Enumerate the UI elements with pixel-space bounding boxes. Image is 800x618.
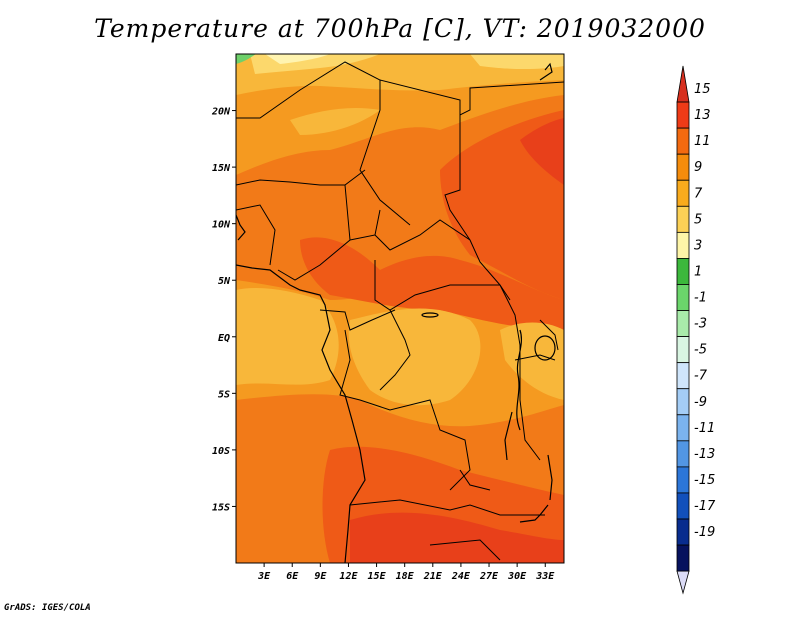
colorbar-label: -5: [694, 343, 707, 358]
lon-tick-label: 3E: [257, 571, 271, 582]
colorbar-swatch: [676, 544, 690, 572]
river-congo-mark: [421, 312, 439, 318]
lon-tick-label: 12E: [339, 571, 358, 582]
temperature-field: [236, 54, 564, 563]
cool-region-congo: [348, 308, 481, 406]
colorbar-label: 9: [694, 160, 702, 175]
map-title: Temperature at 700hPa [C], VT: 201903200…: [94, 14, 706, 43]
colorbar-label: -13: [694, 447, 715, 462]
lon-tick-label: 18E: [396, 571, 415, 582]
lon-tick-label: 27E: [479, 571, 499, 582]
lon-tick-label: 15E: [368, 571, 387, 582]
coastlines: [236, 62, 553, 563]
colorbar: 15 13 11 9 7 5 3 1 -1 -3 -5 -7 -9 -11 -13 -15 -17 -19: [676, 65, 716, 595]
colorbar-label: -19: [694, 525, 715, 540]
colorbar-swatch: [676, 310, 690, 338]
lat-tick-label: 15S: [212, 502, 230, 513]
colorbar-label: -15: [694, 473, 715, 488]
colorbar-label: 13: [694, 108, 711, 123]
colorbar-label: 3: [694, 238, 702, 253]
colorbar-lower-arrow: [676, 570, 690, 595]
longitude-axis: 3E 6E 9E 12E 15E 18E 21E 24E 27E 30E 33E: [257, 563, 555, 582]
colorbar-label: 7: [694, 186, 703, 201]
colorbar-label: -9: [694, 395, 707, 410]
colorbar-swatch: [676, 258, 690, 285]
lon-tick-label: 6E: [286, 571, 299, 582]
cool-region-east-lakes: [500, 322, 564, 400]
colorbar-label: -1: [694, 291, 707, 306]
coolest-region-top-east: [470, 54, 564, 69]
lat-tick-label: EQ: [218, 333, 230, 344]
colorbar-label: -7: [694, 369, 708, 384]
colorbar-swatch: [676, 518, 690, 546]
lon-tick-label: 9E: [314, 571, 327, 582]
green-region-corner: [236, 54, 256, 64]
colorbar-swatch: [676, 336, 690, 364]
colorbar-label: 11: [694, 134, 711, 149]
lat-tick-label: 10S: [212, 446, 230, 457]
lon-tick-label: 21E: [423, 571, 443, 582]
lat-tick-label: 20N: [211, 107, 231, 118]
cool-region-gulf: [236, 288, 339, 385]
colorbar-label: 1: [694, 264, 702, 279]
lat-tick-label: 10N: [212, 220, 231, 231]
colorbar-label: -3: [694, 317, 707, 332]
colorbar-swatch: [676, 231, 690, 259]
colorbar-swatch: [676, 440, 690, 468]
pale-region-top: [265, 54, 330, 64]
grads-credit: GrADS: IGES/COLA: [4, 603, 91, 613]
colorbar-swatch: [676, 492, 690, 520]
colorbar-swatch: [676, 362, 690, 390]
colorbar-swatch: [676, 284, 690, 311]
lake-tanganyika: [504, 411, 513, 461]
colorbar-swatch: [676, 388, 690, 416]
lat-tick-label: 5S: [218, 389, 230, 400]
lake-victoria: [534, 335, 556, 361]
colorbar-upper-arrow: [676, 65, 690, 103]
colorbar-swatch: [676, 466, 690, 494]
colorbar-swatch: [676, 153, 690, 181]
latitude-axis: 20N 15N 10N 5N EQ 5S 10S 15S: [211, 107, 236, 513]
colorbar-swatch: [676, 127, 690, 155]
map-frame: [235, 53, 565, 564]
colorbar-swatch: [676, 179, 690, 207]
colorbar-swatch: [676, 101, 690, 129]
lakes: [421, 312, 556, 501]
lat-tick-label: 15N: [212, 163, 231, 174]
lon-tick-label: 33E: [535, 571, 555, 582]
hottest-region-sudan: [520, 118, 564, 185]
lon-tick-label: 30E: [507, 571, 527, 582]
colorbar-label: 15: [694, 82, 711, 97]
lon-tick-label: 24E: [451, 571, 471, 582]
hottest-region-southeast: [350, 512, 564, 563]
colorbar-label: 5: [694, 212, 702, 227]
colorbar-swatch: [676, 414, 690, 442]
colorbar-swatch: [676, 205, 690, 233]
lat-tick-label: 5N: [218, 276, 231, 287]
cool-region-north: [290, 108, 380, 135]
colorbar-label: -17: [694, 499, 716, 514]
lake-malawi: [547, 454, 553, 501]
colorbar-label: -11: [694, 421, 715, 436]
hot-region-central: [300, 237, 564, 330]
